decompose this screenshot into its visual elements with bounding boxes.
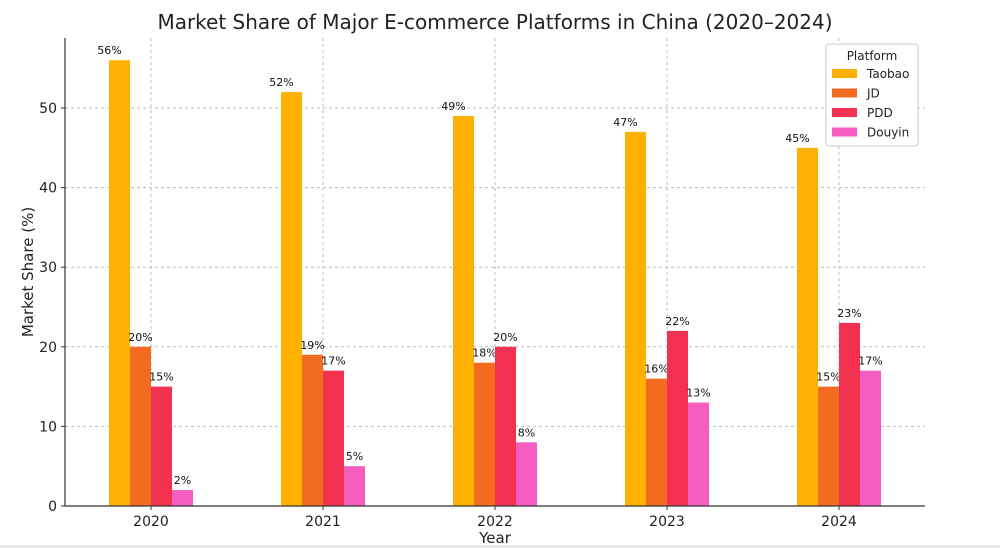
legend-label-douyin: Douyin xyxy=(867,126,909,140)
legend-swatch-douyin xyxy=(832,127,857,137)
bar-taobao-2022 xyxy=(453,115,474,507)
data-label: 8% xyxy=(518,426,535,439)
data-label: 20% xyxy=(493,331,517,344)
data-label: 56% xyxy=(97,44,121,57)
y-tick-label: 40 xyxy=(39,181,57,197)
bar-taobao-2020 xyxy=(109,60,130,507)
y-tick-label: 20 xyxy=(39,340,57,356)
bar-pdd-2024 xyxy=(839,322,860,506)
data-label: 22% xyxy=(665,315,689,328)
bar-douyin-2022 xyxy=(516,442,537,506)
x-axis-label: Year xyxy=(478,529,512,547)
bar-taobao-2023 xyxy=(625,131,646,506)
y-tick-label: 30 xyxy=(39,260,57,276)
bar-pdd-2021 xyxy=(323,370,344,506)
bar-taobao-2024 xyxy=(797,147,818,507)
legend-label-jd: JD xyxy=(866,87,880,101)
bar-jd-2023 xyxy=(646,378,667,506)
data-label: 13% xyxy=(686,387,710,400)
data-label: 18% xyxy=(472,347,496,360)
bar-jd-2020 xyxy=(130,346,151,506)
bar-douyin-2020 xyxy=(172,490,193,506)
data-label: 49% xyxy=(441,100,465,113)
legend-swatch-taobao xyxy=(832,69,857,78)
legend-title: Platform xyxy=(847,49,898,63)
y-tick-label: 10 xyxy=(39,419,57,435)
data-label: 47% xyxy=(613,116,637,129)
y-axis-label: Market Share (%) xyxy=(19,207,37,337)
legend-swatch-jd xyxy=(832,88,857,98)
x-tick-label: 2022 xyxy=(477,514,513,530)
bar-taobao-2021 xyxy=(281,92,302,506)
bar-douyin-2021 xyxy=(344,466,365,506)
x-tick-label: 2024 xyxy=(821,514,857,530)
bar-douyin-2024 xyxy=(860,370,881,506)
legend-label-taobao: Taobao xyxy=(866,67,909,81)
data-label: 45% xyxy=(785,132,809,145)
x-tick-label: 2021 xyxy=(305,514,341,530)
data-label: 15% xyxy=(816,371,840,384)
bar-douyin-2023 xyxy=(688,402,709,506)
data-label: 15% xyxy=(149,371,173,384)
data-label: 52% xyxy=(269,76,293,89)
x-tick-label: 2023 xyxy=(649,514,685,530)
y-tick-label: 50 xyxy=(39,101,57,117)
bar-jd-2021 xyxy=(302,354,323,506)
legend-label-pdd: PDD xyxy=(867,106,893,120)
bar-jd-2024 xyxy=(818,386,839,506)
bar-pdd-2022 xyxy=(495,346,516,506)
x-tick-label: 2020 xyxy=(133,514,169,530)
bar-pdd-2020 xyxy=(151,386,172,506)
chart-title: Market Share of Major E-commerce Platfor… xyxy=(157,10,832,34)
data-label: 5% xyxy=(346,450,363,463)
data-label: 19% xyxy=(300,339,324,352)
bottom-strip xyxy=(0,545,1000,548)
data-label: 17% xyxy=(858,355,882,368)
data-label: 2% xyxy=(174,474,191,487)
data-label: 23% xyxy=(837,307,861,320)
data-label: 16% xyxy=(644,363,668,376)
bar-pdd-2023 xyxy=(667,330,688,506)
bar-jd-2022 xyxy=(474,362,495,506)
legend-swatch-pdd xyxy=(832,108,857,117)
y-tick-label: 0 xyxy=(48,499,57,515)
legend: Platform Taobao JD PDD Douyin xyxy=(825,43,919,147)
data-label: 20% xyxy=(128,331,152,344)
data-label: 17% xyxy=(321,355,345,368)
